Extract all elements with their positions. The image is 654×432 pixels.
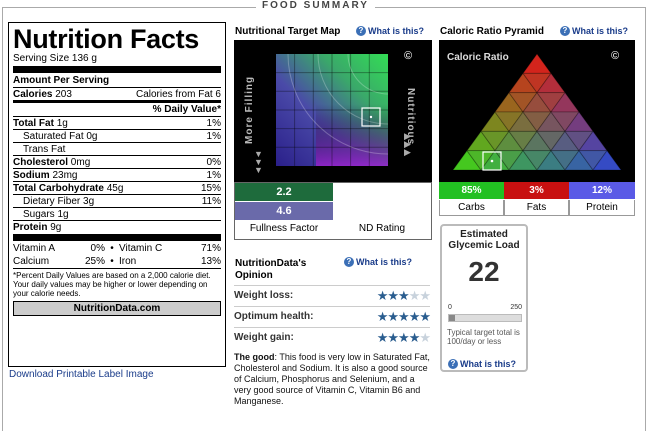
nutrient-row: Saturated Fat 0g 1% [13,129,221,142]
star-rating: ★ ★ ★ ★ ★ [376,329,431,346]
vitamin-row: Vitamin A 0% • Vitamin C 71% [13,243,221,254]
nutrient-row: Sodium 23mg 1% [13,168,221,181]
divider-mid [13,100,221,103]
vitamin-rows: Vitamin A 0% • Vitamin C 71% Calcium 25% • Iron 1… [13,242,221,268]
divider-thick [13,66,221,73]
gl-track [448,314,522,322]
fats-label: Fats [504,200,569,216]
star-icon: ★ [398,287,410,303]
target-map-marker [361,107,381,127]
star-icon: ★ [398,329,410,345]
gl-value: 22 [468,256,500,287]
star-icon: ★ [419,287,431,303]
opinion-row: Weight gain: ★ ★ ★ ★ ★ [234,327,431,347]
target-map-help-link[interactable]: ? What is this? [356,26,424,36]
more-filling-axis: More Filling [244,75,255,144]
star-icon: ★ [419,308,431,324]
target-map-title: Nutritional Target Map [235,26,341,37]
brand-link[interactable]: NutritionData.com [13,301,221,316]
caloric-pyramid: Caloric Ratio © [439,40,635,182]
star-icon: ★ [387,287,399,303]
question-icon: ? [356,26,366,36]
carbs-label: Carbs [439,200,504,216]
nutrient-row: Total Fat 1g 1% [13,116,221,129]
fats-bar: 3% [504,182,569,199]
daily-value: 11% [201,196,221,207]
daily-value: 1% [206,118,221,129]
star-icon: ★ [387,308,399,324]
nf-title: Nutrition Facts [13,24,200,54]
protein-label: Protein [569,200,635,216]
daily-value: 1% [206,170,221,181]
opinion-row: Optimum health: ★ ★ ★ ★ ★ [234,306,431,326]
section-title: FOOD SUMMARY [256,0,375,11]
nd-bar: 4.6 [235,202,333,220]
target-map: More Filling ▼ ▼ ▼ Nutritious ▶ ▶ ▶ © [234,40,432,182]
fullness-label: Fullness Factor [249,223,319,234]
glycemic-load-box: Estimated Glycemic Load 22 0 250 Typical … [440,224,528,372]
fullness-bar: 2.2 [235,183,333,201]
pyramid-dot [490,159,494,163]
target-map-grid [276,54,388,166]
pyramid-help-link[interactable]: ? What is this? [560,26,628,36]
gl-title: Estimated Glycemic Load [448,229,520,251]
gl-fill [449,315,456,321]
nd-label: ND Rating [358,223,406,234]
arrow-right-icon: ▶ ▶ ▶ [404,131,411,157]
gl-help-link[interactable]: ? What is this? [448,359,516,369]
copyright-icon: © [611,50,620,62]
star-icon: ★ [408,329,421,345]
calories-row: Calories 203 Calories from Fat 6 [13,87,221,100]
question-icon: ? [344,257,354,267]
star-rating: ★ ★ ★ ★ ★ [376,287,431,304]
gl-note: Typical target total is 100/day or less [447,328,520,346]
daily-value: 1% [206,131,221,142]
target-map-bars: 2.2 4.6 Fullness Factor ND Rating [234,182,432,240]
download-label-link[interactable]: Download Printable Label Image [9,369,154,380]
copyright-icon: © [404,50,413,62]
opinion-row: Weight loss: ★ ★ ★ ★ ★ [234,285,431,305]
star-icon: ★ [387,329,399,345]
daily-value: 15% [200,183,221,194]
nutrient-row: Total Carbohydrate 45g 15% [13,181,221,194]
nutrient-row: Sugars 1g [13,207,221,220]
opinion-title: NutritionData's Opinion [235,258,307,281]
pyramid-triangle [452,53,622,171]
question-icon: ? [448,359,458,369]
star-icon: ★ [398,308,410,324]
nutrition-facts-label: Nutrition Facts Serving Size 136 g Amoun… [8,22,226,367]
pyramid-marker [482,151,502,171]
star-icon: ★ [376,308,389,324]
caloric-ratio-label: Caloric Ratio [447,52,509,63]
dv-header: % Daily Value* [152,104,221,115]
star-icon: ★ [408,287,421,303]
nutrient-row: Dietary Fiber 3g 11% [13,194,221,207]
protein-row: Protein 9g [13,220,221,233]
nutrient-row: Cholesterol 0mg 0% [13,155,221,168]
vitamin-row: Calcium 25% • Iron 13% [13,256,221,267]
amount-per-serving: Amount Per Serving [13,75,110,86]
pyramid-title: Caloric Ratio Pyramid [440,26,544,37]
good-text: The good: This food is very low in Satur… [234,352,430,406]
star-icon: ★ [419,329,431,345]
nutrient-rows: Total Fat 1g 1% Saturated Fat 0g 1% Trans Fa… [13,116,221,220]
star-icon: ★ [376,287,389,303]
star-icon: ★ [408,308,421,324]
star-icon: ★ [376,329,389,345]
arrow-down-icon: ▼ ▼ ▼ [254,149,263,175]
footnote: *Percent Daily Values are based on a 2,0… [13,268,221,298]
calories-from-fat: Calories from Fat 6 [135,89,221,100]
opinion-help-link[interactable]: ? What is this? [344,257,412,267]
target-map-dot [369,115,373,119]
star-rating: ★ ★ ★ ★ ★ [376,308,431,325]
divider-thick [13,234,221,241]
protein-bar: 12% [569,182,635,199]
nutrient-row: Trans Fat [13,142,221,155]
daily-value: 0% [206,157,221,168]
question-icon: ? [560,26,570,36]
serving-size: Serving Size 136 g [13,53,97,64]
gl-scale: 0 250 [448,304,522,311]
carbs-bar: 85% [439,182,504,199]
